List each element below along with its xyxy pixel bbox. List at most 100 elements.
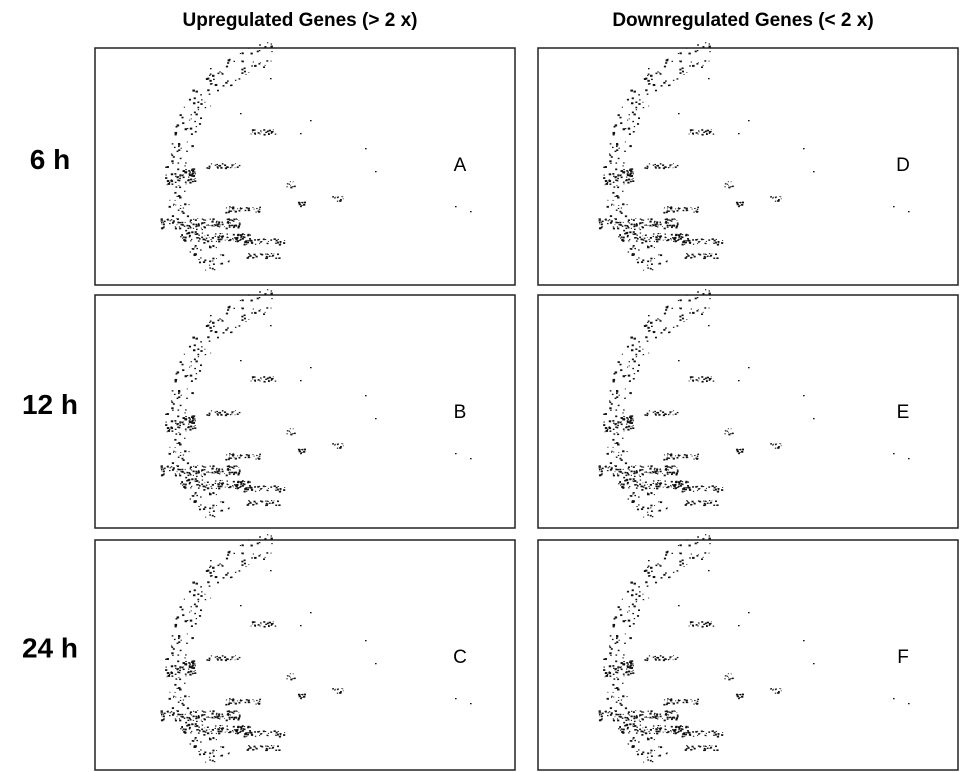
spot (677, 412, 679, 413)
spot (179, 421, 181, 423)
spot (697, 456, 699, 457)
spot (667, 717, 669, 719)
spot (655, 90, 657, 92)
spot (237, 227, 239, 229)
spot (244, 736, 246, 738)
spot (299, 450, 301, 452)
spot (239, 570, 241, 571)
gel-panel: B (95, 289, 515, 528)
spot (632, 500, 635, 502)
spot (195, 226, 197, 228)
spot (300, 625, 302, 626)
spot (181, 364, 183, 366)
spot (240, 454, 241, 455)
spot (265, 132, 266, 133)
spot (687, 702, 688, 703)
spot (186, 472, 188, 474)
spot (647, 759, 649, 760)
spot (263, 558, 265, 560)
spot (273, 621, 274, 622)
spot (192, 673, 194, 674)
spot (229, 717, 231, 719)
spot (659, 755, 661, 757)
spot (242, 725, 244, 727)
spot (737, 203, 739, 205)
spot (196, 583, 198, 585)
spot (188, 424, 189, 425)
gel-panel: A (95, 42, 515, 285)
spot (649, 713, 651, 715)
spot (231, 207, 232, 208)
spot (257, 486, 259, 488)
spot (622, 172, 623, 173)
spot (675, 474, 677, 476)
spot (689, 243, 690, 244)
spot (656, 241, 658, 243)
spot (234, 457, 235, 458)
spot (655, 565, 657, 566)
spot (624, 643, 626, 644)
spot (659, 510, 661, 512)
spot (675, 455, 676, 456)
spot (304, 694, 306, 696)
spot (248, 732, 250, 733)
spot (715, 253, 717, 255)
spot (688, 487, 690, 489)
spot (671, 712, 673, 713)
spot (163, 226, 164, 227)
spot (699, 624, 700, 625)
spot (637, 262, 639, 264)
spot (636, 240, 638, 241)
spot (271, 380, 273, 381)
spot (265, 501, 266, 502)
spot (252, 207, 253, 208)
spot (617, 678, 619, 680)
spot (178, 687, 180, 689)
spot (183, 699, 184, 700)
spot (185, 620, 188, 622)
spot (162, 220, 163, 221)
spot (181, 211, 183, 213)
spot (204, 239, 206, 240)
spot (240, 360, 242, 361)
spot (234, 553, 235, 554)
spot (194, 494, 195, 495)
spot (613, 473, 614, 474)
spot (259, 699, 261, 700)
spot (647, 717, 648, 718)
spot (193, 668, 195, 669)
spot (227, 237, 228, 238)
spot (233, 732, 234, 733)
spot (679, 564, 681, 566)
spot (267, 42, 268, 43)
spot (660, 224, 662, 226)
spot (161, 720, 163, 722)
spot (173, 204, 174, 205)
spot (187, 725, 188, 726)
spot (189, 99, 191, 101)
spot (621, 424, 623, 426)
spot (337, 201, 338, 202)
spot (249, 501, 250, 502)
spot (625, 725, 626, 726)
spot (161, 465, 163, 466)
spot (612, 665, 614, 667)
spot (646, 482, 647, 483)
spot (230, 714, 231, 715)
spot (221, 659, 222, 660)
spot (609, 219, 610, 220)
spot (690, 624, 691, 625)
spot (633, 623, 635, 625)
spot (699, 501, 701, 503)
spot (174, 439, 176, 441)
spot (632, 604, 634, 606)
spot (226, 207, 227, 208)
spot (693, 491, 694, 492)
spot (693, 704, 694, 705)
spot (185, 230, 187, 232)
spot (628, 743, 629, 744)
spot (202, 480, 203, 481)
spot (184, 718, 186, 719)
spot (626, 225, 628, 226)
spot (709, 535, 710, 536)
